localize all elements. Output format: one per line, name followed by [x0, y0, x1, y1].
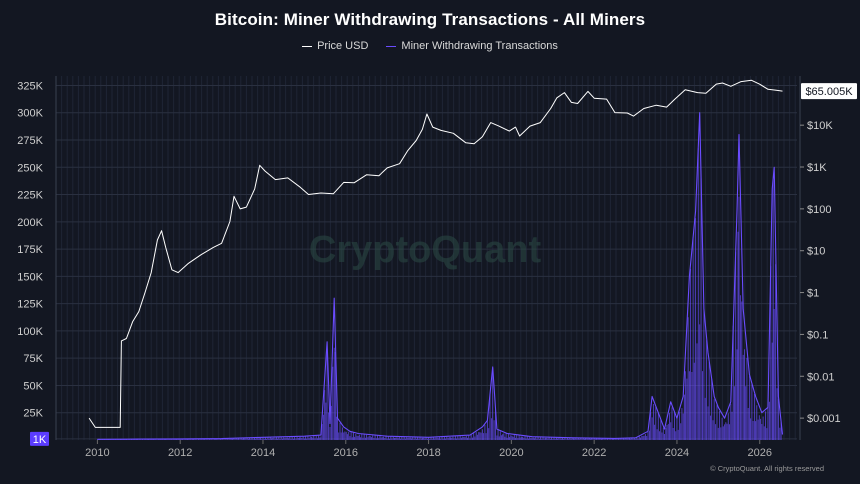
miner-tx-line — [97, 112, 784, 440]
legend-item-price[interactable]: Price USD — [302, 40, 368, 52]
x-tick-label: 2010 — [85, 447, 109, 459]
x-tick-label: 2024 — [665, 447, 689, 459]
x-tick-label: 2016 — [334, 447, 358, 459]
right-tick-label: $0.01 — [807, 371, 835, 383]
right-tick-label: $10K — [807, 120, 833, 132]
right-axis: $10K $1K $100 $10 $1 $0.1 $0.01 $0.001 — [799, 76, 841, 440]
left-tick-label: 75K — [23, 353, 43, 365]
left-tick-label: 175K — [17, 244, 43, 256]
x-tick-label: 2020 — [499, 447, 523, 459]
x-tick-label: 2012 — [168, 447, 192, 459]
right-tick-label: $0.1 — [807, 329, 828, 341]
left-tick-label: 200K — [17, 217, 43, 229]
right-tick-label: $10 — [807, 246, 825, 258]
right-tick-label: $1K — [807, 162, 827, 174]
legend-label-miner-tx: Miner Withdrawing Transactions — [401, 40, 558, 52]
current-price-marker: $65.005K — [801, 83, 857, 100]
x-tick-label: 2014 — [251, 447, 275, 459]
left-tick-label: 50K — [23, 380, 43, 392]
miner-series — [96, 112, 784, 440]
right-tick-label: $100 — [807, 204, 831, 216]
chart-title: Bitcoin: Miner Withdrawing Transactions … — [214, 10, 646, 29]
left-tick-label-highlight: 1K — [33, 434, 47, 446]
watermark: CryptoQuant — [309, 229, 542, 271]
x-axis: 2010 2012 2014 2016 2018 2020 2022 2024 2026 — [85, 440, 772, 459]
left-tick-label: 300K — [17, 108, 43, 120]
x-tick-label: 2026 — [748, 447, 772, 459]
price-line — [88, 79, 783, 428]
legend: Price USD Miner Withdrawing Transactions — [0, 40, 860, 52]
current-price-label: $65.005K — [805, 86, 853, 98]
legend-swatch-miner-tx — [386, 45, 397, 47]
left-axis: 325K 300K 275K 250K 225K 200K 175K 150K 125K 100K… — [17, 76, 57, 446]
left-tick-label: 25K — [23, 408, 43, 420]
left-tick-label: 150K — [17, 271, 43, 283]
left-tick-label: 225K — [17, 190, 43, 202]
price-series — [88, 79, 783, 428]
legend-swatch-price — [302, 45, 313, 47]
x-tick-label: 2018 — [416, 447, 440, 459]
legend-item-miner-tx[interactable]: Miner Withdrawing Transactions — [386, 40, 558, 52]
current-price-box — [801, 83, 857, 100]
grid — [55, 76, 797, 440]
left-tick-label: 125K — [17, 299, 43, 311]
left-tick-label: 325K — [17, 80, 43, 92]
left-tick-label: 100K — [17, 326, 43, 338]
right-tick-label: $1 — [807, 288, 819, 300]
right-tick-label: $0.001 — [807, 413, 841, 425]
x-tick-label: 2022 — [582, 447, 606, 459]
miner-tx-bars — [96, 148, 782, 440]
left-tick-label: 275K — [17, 135, 43, 147]
legend-label-price: Price USD — [317, 40, 369, 52]
copyright-footer: © CryptoQuant. All rights reserved — [710, 464, 824, 473]
left-tick-label: 250K — [17, 162, 43, 174]
